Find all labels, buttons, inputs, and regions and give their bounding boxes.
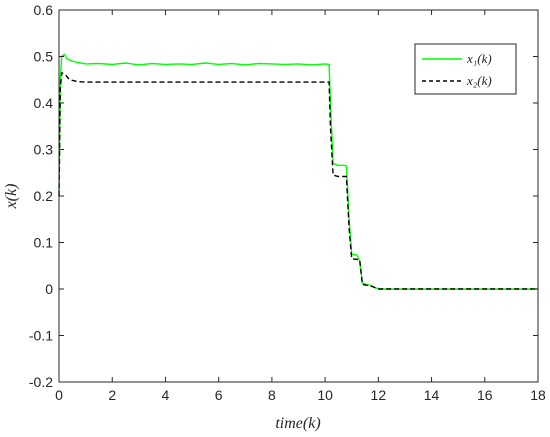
y-tick-label: 0.4 [34,95,54,111]
y-tick-label: -0.2 [29,374,53,390]
x-tick-label: 4 [162,387,170,403]
legend: x₁(k) x₂(k) [414,43,517,95]
x-tick-label: 18 [530,387,546,403]
y-tick-label: 0.1 [34,235,54,251]
y-axis-label: x(k) [3,184,20,210]
y-tick-label: 0.2 [34,188,54,204]
x-tick-label: 6 [215,387,223,403]
legend-box [414,43,517,95]
legend-label-x1: x₁(k) [466,51,492,66]
series-line-x1 [58,53,538,290]
series-line-x2 [58,71,538,290]
y-tick-label: 0.6 [34,2,54,18]
y-tick-label: 0.3 [34,142,54,158]
y-tick-label: -0.1 [29,328,53,344]
x-tick-label: 16 [477,387,493,403]
y-tick-label: 0 [45,281,53,297]
x-tick-label: 12 [371,387,387,403]
legend-label-x2: x₂(k) [466,73,492,88]
x-axis-label: time(k) [275,415,320,432]
x-tick-label: 2 [108,387,116,403]
x-tick-label: 0 [55,387,63,403]
y-tick-label: 0.5 [34,49,54,65]
ticks-layer: 0 2 4 6 8 10 12 14 16 18 0.6 0.5 0.4 0.3 0.2 0.1 0 -0.1 -0… [29,2,546,403]
x-tick-label: 8 [268,387,276,403]
x-tick-label: 14 [424,387,440,403]
x-tick-label: 10 [317,387,333,403]
series-layer [58,53,538,290]
